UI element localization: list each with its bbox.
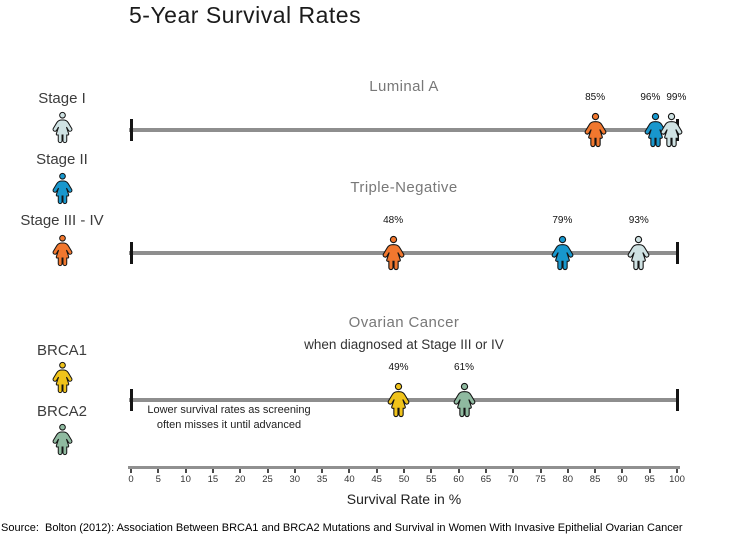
axis-tick xyxy=(594,469,597,473)
axis-tick-label: 25 xyxy=(262,474,273,485)
legend-woman-icon-stage-iii-iv xyxy=(52,234,72,267)
line-start-cap xyxy=(129,389,133,411)
axis-tick-label: 65 xyxy=(480,474,492,485)
axis-tick xyxy=(512,469,515,473)
axis-tick xyxy=(676,469,678,473)
axis-tick xyxy=(211,469,214,473)
value-label: 49% xyxy=(388,362,409,373)
axis-tick xyxy=(539,469,542,473)
x-axis-title: Survival Rate in % xyxy=(346,491,462,507)
axis-tick xyxy=(293,469,296,473)
source-note: Source: Bolton (2012): Association Betwe… xyxy=(1,522,683,534)
axis-tick-label: 75 xyxy=(535,474,546,485)
axis-tick-label: 30 xyxy=(289,474,301,485)
woman-icon-stage-i xyxy=(660,112,683,148)
line-end-cap xyxy=(675,389,679,411)
axis-tick xyxy=(239,469,242,473)
annotation-line: often misses it until advanced xyxy=(156,419,302,431)
row-title-luminal-a: Luminal A xyxy=(369,78,439,95)
value-label: 99% xyxy=(666,92,687,103)
value-label: 79% xyxy=(552,215,573,226)
axis-tick-label: 90 xyxy=(617,474,628,485)
axis-tick xyxy=(184,469,187,473)
axis-tick-label: 20 xyxy=(234,474,246,485)
axis-tick xyxy=(130,469,132,473)
value-label: 96% xyxy=(640,92,661,103)
woman-icon-brca2 xyxy=(453,382,475,418)
line-start-cap xyxy=(129,119,133,141)
page-title: 5-Year Survival Rates xyxy=(129,2,362,28)
axis-tick-label: 10 xyxy=(180,474,191,485)
axis-tick-label: 55 xyxy=(426,474,437,485)
number-line xyxy=(129,251,679,255)
legend-woman-icon-stage-i xyxy=(52,111,72,144)
axis-tick xyxy=(157,469,160,473)
axis-tick-label: 100 xyxy=(669,474,685,485)
axis-tick-label: 35 xyxy=(316,474,328,485)
row-subtitle: when diagnosed at Stage III or IV xyxy=(304,337,504,352)
legend-label-stage-i: Stage I xyxy=(38,90,86,107)
woman-icon-stage-ii xyxy=(551,235,574,271)
woman-icon-stage-iii-iv xyxy=(584,112,606,148)
legend-label-stage-iii-iv: Stage III - IV xyxy=(20,212,104,229)
axis-tick xyxy=(621,469,624,473)
axis-tick-label: 15 xyxy=(207,474,219,485)
axis-tick-label: 70 xyxy=(507,474,519,485)
x-axis-line xyxy=(128,466,680,469)
woman-icon-brca1 xyxy=(387,382,410,418)
woman-icon-stage-iii-iv xyxy=(382,235,404,271)
axis-tick xyxy=(266,469,269,473)
axis-tick-label: 40 xyxy=(344,474,355,485)
axis-tick-label: 5 xyxy=(155,474,161,485)
line-start-cap xyxy=(129,242,133,264)
axis-tick-label: 60 xyxy=(453,474,464,485)
line-end-cap xyxy=(675,242,679,264)
woman-icon-stage-i xyxy=(627,235,650,271)
axis-tick xyxy=(375,469,378,473)
axis-tick-label: 0 xyxy=(128,474,134,485)
legend-woman-icon-brca1 xyxy=(52,361,72,394)
legend-label-brca1: BRCA1 xyxy=(36,342,88,359)
legend-woman-icon-brca2 xyxy=(52,423,72,456)
value-label: 48% xyxy=(383,215,404,226)
axis-tick xyxy=(430,469,433,473)
legend-label-brca2: BRCA2 xyxy=(36,403,88,420)
legend-woman-icon-stage-ii xyxy=(52,172,72,205)
value-label: 85% xyxy=(585,92,606,103)
axis-tick xyxy=(484,469,487,473)
axis-tick xyxy=(457,469,460,473)
annotation-line: Lower survival rates as screening xyxy=(147,404,311,416)
axis-tick xyxy=(348,469,351,473)
legend-label-stage-ii: Stage II xyxy=(36,151,88,168)
axis-tick xyxy=(403,469,405,473)
row-title-triple-negative: Triple-Negative xyxy=(350,179,458,196)
axis-tick-label: 95 xyxy=(644,474,655,485)
axis-tick xyxy=(321,469,324,473)
axis-tick xyxy=(566,469,569,473)
row-title-ovarian-cancer: Ovarian Cancer xyxy=(348,314,460,331)
axis-tick-label: 45 xyxy=(371,474,382,485)
axis-tick-label: 50 xyxy=(398,474,410,485)
axis-tick-label: 85 xyxy=(589,474,601,485)
number-line xyxy=(129,128,679,132)
value-label: 93% xyxy=(628,215,649,226)
axis-tick-label: 80 xyxy=(562,474,574,485)
value-label: 61% xyxy=(454,362,475,373)
axis-tick xyxy=(648,469,651,473)
